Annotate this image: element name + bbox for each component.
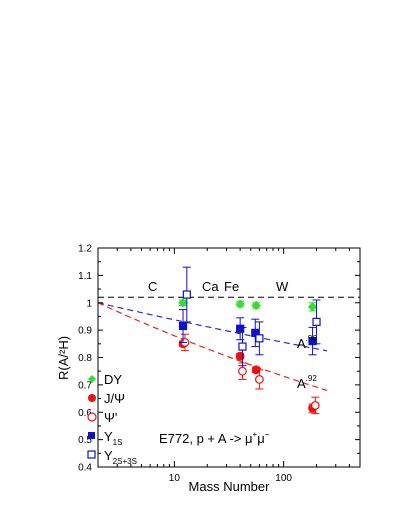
data-point-upsilon-2s3s bbox=[312, 317, 321, 327]
data-point-psiprime bbox=[310, 401, 320, 410]
legend-marker-dy bbox=[88, 375, 96, 383]
data-point-upsilon-2s3s bbox=[238, 342, 247, 351]
y-axis-label: R(A/²H) bbox=[56, 336, 71, 380]
annotation-ca: Ca bbox=[202, 279, 219, 294]
data-point-upsilon-2s3s bbox=[182, 290, 191, 299]
data-point-upsilon-1s bbox=[251, 328, 260, 337]
x-tick-label: 10 bbox=[169, 473, 181, 484]
legend-label-psiprime: Ψ' bbox=[104, 410, 117, 425]
experiment-label: E772, p + A -> μ+μ− bbox=[159, 430, 270, 446]
data-point-dy bbox=[307, 302, 318, 312]
fit-curve-a96 bbox=[97, 302, 328, 352]
y-tick-label: 0.8 bbox=[78, 353, 92, 364]
data-point-psiprime bbox=[238, 366, 247, 376]
legend-label-jpsi: J/Ψ bbox=[104, 391, 125, 406]
legend-label-dy: DY bbox=[104, 372, 122, 387]
data-point-upsilon-1s bbox=[236, 324, 245, 333]
legend: DY J/Ψ Ψ' Υ1S Υ2S+3S bbox=[87, 372, 137, 466]
annotation-w: W bbox=[276, 279, 289, 294]
x-tick-label: 100 bbox=[275, 473, 292, 484]
y-tick-label: 1.1 bbox=[78, 271, 92, 282]
annotation-c: C bbox=[148, 279, 157, 294]
y-tick-label: 1 bbox=[86, 298, 92, 309]
legend-marker-upsilon-2s3s bbox=[87, 450, 96, 459]
y-tick-label: 0.6 bbox=[78, 408, 92, 419]
y-tick-label: 0.7 bbox=[78, 380, 92, 391]
y-tick-label: 0.4 bbox=[78, 463, 92, 474]
fit-label-a92: A.92 bbox=[297, 374, 317, 391]
fit-label-a96: A.96 bbox=[297, 334, 317, 351]
data-point-dy bbox=[178, 298, 188, 308]
fit-curve-a92 bbox=[97, 302, 328, 392]
legend-label-upsilon-1s: Υ1S bbox=[104, 429, 122, 447]
annotation-fe: Fe bbox=[224, 279, 239, 294]
legend-marker-jpsi bbox=[88, 394, 96, 402]
y-tick-label: 0.5 bbox=[78, 435, 92, 446]
legend-marker-psiprime bbox=[87, 412, 97, 422]
x-axis-label: Mass Number bbox=[189, 479, 271, 494]
data-point-upsilon-1s bbox=[178, 321, 188, 331]
y-tick-label: 1.2 bbox=[78, 244, 92, 255]
legend-marker-upsilon-1s bbox=[88, 432, 95, 439]
data-point-dy bbox=[251, 300, 261, 311]
data-point-upsilon-2s3s bbox=[255, 334, 264, 343]
y-tick-label: 0.9 bbox=[78, 326, 92, 337]
legend-label-upsilon-2s3s: Υ2S+3S bbox=[104, 448, 137, 466]
data-point-psiprime bbox=[254, 375, 264, 384]
data-point-dy bbox=[235, 299, 245, 309]
